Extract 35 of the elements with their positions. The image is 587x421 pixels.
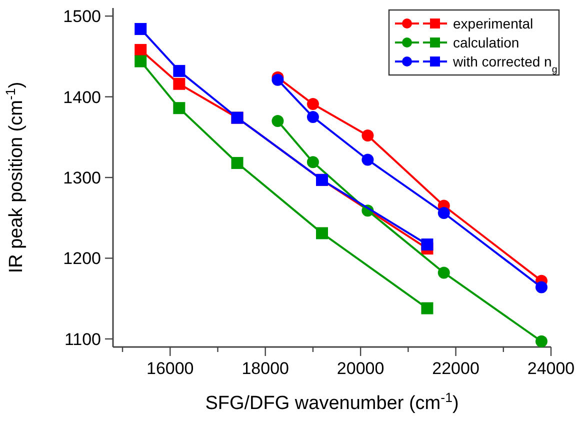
point — [306, 110, 319, 123]
point — [173, 102, 186, 114]
legend-label: calculation — [453, 34, 520, 50]
point — [272, 115, 284, 127]
point — [173, 78, 186, 90]
y-tick-label: 1500 — [63, 7, 101, 26]
point — [316, 227, 328, 240]
point — [362, 154, 374, 166]
point — [134, 22, 147, 35]
x-tick-label: 16000 — [146, 359, 194, 378]
x-tick-label: 20000 — [336, 359, 384, 378]
point — [306, 98, 319, 110]
point — [134, 44, 147, 56]
point — [421, 238, 434, 250]
point — [421, 302, 434, 314]
point — [272, 74, 284, 86]
point — [362, 130, 374, 142]
point — [438, 207, 450, 220]
x-axis-title: SFG/DFG wavenumber (cm$^{-1}$) — [205, 390, 459, 414]
point — [438, 266, 450, 279]
y-tick-label: 1400 — [63, 88, 101, 107]
point — [134, 55, 147, 68]
y-tick-label: 1300 — [63, 168, 101, 188]
point — [535, 335, 548, 348]
y-tick-label: 1100 — [64, 330, 101, 349]
y-tick-label: 1200 — [63, 249, 101, 268]
x-tick-label: 22000 — [432, 359, 480, 378]
legend-label: experimental — [453, 16, 534, 32]
x-tick-label: 18000 — [242, 359, 289, 378]
x-tick-label: 24000 — [527, 359, 575, 378]
point — [173, 64, 186, 77]
legend-label: with corrected n$_{g}$ — [452, 54, 558, 75]
point — [535, 281, 548, 294]
point — [231, 156, 244, 169]
point — [306, 156, 319, 168]
